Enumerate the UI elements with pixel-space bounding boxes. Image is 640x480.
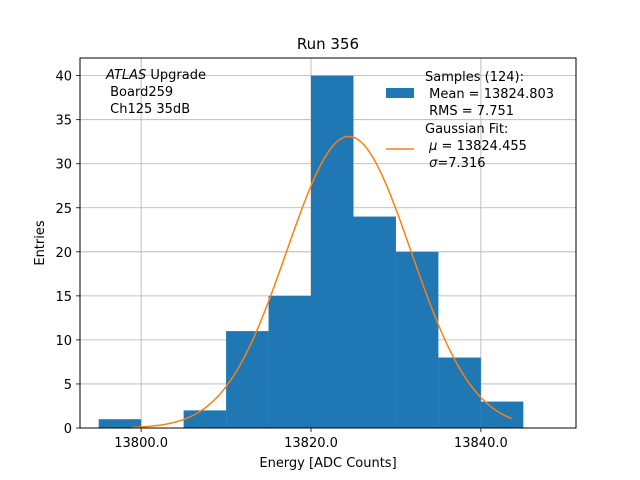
histogram-bar [226,331,269,428]
atlas-annotation: ATLAS Upgrade Board259 Ch125 35dB [105,68,206,117]
legend-samples-line: Samples (124): [425,70,524,85]
annotation-line: Board259 [106,85,173,100]
gaussian-fit-curve [131,135,512,429]
y-tick-label: 5 [64,378,72,393]
histogram-bar [311,75,354,428]
histogram-bar [395,251,439,428]
plot-frame [79,57,577,429]
legend-fit-label: Gaussian Fit: μ = 13824.455 σ=7.316 [425,122,527,171]
legend-fit-line: Gaussian Fit: [425,122,508,137]
y-tick-label: 15 [55,290,72,305]
x-tick-label: 13840.0 [454,436,508,451]
histogram-bars [98,75,524,428]
histogram-bar [98,419,142,428]
y-tick-label: 35 [55,114,72,129]
x-tick-label: 13820.0 [284,436,338,451]
histogram-bar [268,295,312,428]
legend-fit-line: μ = 13824.455 [425,139,527,154]
legend-fit-line: σ=7.316 [425,156,486,171]
y-axis-label: Entries [33,220,48,266]
y-tick-label: 10 [55,334,72,349]
annotation-line: ATLAS Upgrade [105,68,206,83]
legend-samples-line: RMS = 7.751 [425,104,514,119]
y-tick-label: 0 [64,422,72,437]
x-tick-label: 13800.0 [114,436,168,451]
legend: Samples (124): Mean = 13824.803 RMS = 7.… [386,70,554,171]
y-axis-ticks: 0 5 10 15 20 25 30 35 40 [55,70,80,437]
histogram-bar [183,410,227,428]
legend-samples-swatch [386,88,414,98]
legend-samples-line: Mean = 13824.803 [425,87,554,102]
y-tick-label: 25 [55,202,72,217]
x-axis-ticks: 13800.0 13820.0 13840.0 [114,428,508,451]
legend-samples-label: Samples (124): Mean = 13824.803 RMS = 7.… [425,70,554,119]
chart-title: Run 356 [297,35,359,53]
x-axis-label: Energy [ADC Counts] [259,456,396,471]
y-tick-label: 40 [55,70,72,85]
y-tick-label: 30 [55,158,72,173]
y-tick-label: 20 [55,246,72,261]
histogram-bar [353,216,396,428]
annotation-line: Ch125 35dB [106,102,190,117]
